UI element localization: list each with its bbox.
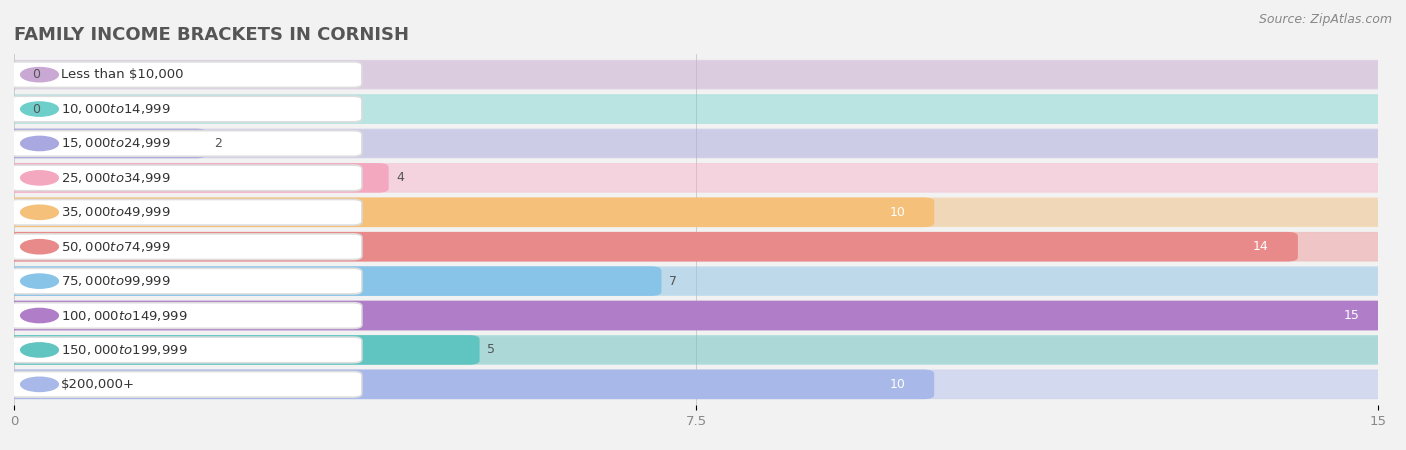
FancyBboxPatch shape — [10, 303, 361, 328]
FancyBboxPatch shape — [14, 96, 1378, 122]
Text: FAMILY INCOME BRACKETS IN CORNISH: FAMILY INCOME BRACKETS IN CORNISH — [14, 26, 409, 44]
Text: $15,000 to $24,999: $15,000 to $24,999 — [62, 136, 172, 150]
Text: Source: ZipAtlas.com: Source: ZipAtlas.com — [1258, 14, 1392, 27]
FancyBboxPatch shape — [10, 234, 361, 260]
FancyBboxPatch shape — [14, 130, 1378, 157]
Text: 0: 0 — [32, 68, 41, 81]
Circle shape — [21, 171, 59, 185]
Text: 4: 4 — [396, 171, 404, 184]
Text: $50,000 to $74,999: $50,000 to $74,999 — [62, 240, 172, 254]
FancyBboxPatch shape — [3, 369, 934, 399]
Text: $200,000+: $200,000+ — [62, 378, 135, 391]
FancyBboxPatch shape — [10, 96, 361, 122]
Circle shape — [21, 102, 59, 116]
Text: $75,000 to $99,999: $75,000 to $99,999 — [62, 274, 172, 288]
FancyBboxPatch shape — [10, 372, 361, 397]
FancyBboxPatch shape — [3, 232, 1298, 261]
FancyBboxPatch shape — [14, 302, 1378, 329]
FancyBboxPatch shape — [3, 94, 1389, 124]
FancyBboxPatch shape — [14, 164, 1378, 191]
FancyBboxPatch shape — [3, 301, 1389, 330]
FancyBboxPatch shape — [3, 60, 1389, 90]
FancyBboxPatch shape — [10, 130, 361, 156]
Text: $150,000 to $199,999: $150,000 to $199,999 — [62, 343, 188, 357]
Text: 10: 10 — [889, 378, 905, 391]
FancyBboxPatch shape — [10, 165, 361, 191]
FancyBboxPatch shape — [14, 371, 1378, 398]
FancyBboxPatch shape — [3, 198, 1389, 227]
Text: $25,000 to $34,999: $25,000 to $34,999 — [62, 171, 172, 185]
Circle shape — [21, 136, 59, 151]
FancyBboxPatch shape — [3, 266, 661, 296]
FancyBboxPatch shape — [14, 233, 1378, 260]
Circle shape — [21, 205, 59, 220]
FancyBboxPatch shape — [3, 129, 1389, 158]
FancyBboxPatch shape — [3, 198, 934, 227]
Circle shape — [21, 239, 59, 254]
Circle shape — [21, 343, 59, 357]
Text: $35,000 to $49,999: $35,000 to $49,999 — [62, 205, 172, 219]
FancyBboxPatch shape — [14, 199, 1378, 226]
FancyBboxPatch shape — [10, 268, 361, 294]
FancyBboxPatch shape — [14, 61, 1378, 88]
FancyBboxPatch shape — [3, 335, 479, 365]
FancyBboxPatch shape — [3, 163, 388, 193]
Text: $10,000 to $14,999: $10,000 to $14,999 — [62, 102, 172, 116]
FancyBboxPatch shape — [14, 337, 1378, 363]
Text: 10: 10 — [889, 206, 905, 219]
FancyBboxPatch shape — [10, 337, 361, 363]
FancyBboxPatch shape — [3, 266, 1389, 296]
Text: 14: 14 — [1253, 240, 1268, 253]
FancyBboxPatch shape — [3, 335, 1389, 365]
FancyBboxPatch shape — [14, 268, 1378, 295]
Circle shape — [21, 274, 59, 288]
Text: 2: 2 — [214, 137, 222, 150]
FancyBboxPatch shape — [3, 129, 207, 158]
Text: $100,000 to $149,999: $100,000 to $149,999 — [62, 309, 188, 323]
FancyBboxPatch shape — [3, 163, 1389, 193]
Text: 0: 0 — [32, 103, 41, 116]
Text: Less than $10,000: Less than $10,000 — [62, 68, 184, 81]
FancyBboxPatch shape — [3, 301, 1389, 330]
Text: 5: 5 — [486, 343, 495, 356]
Circle shape — [21, 308, 59, 323]
Text: 15: 15 — [1344, 309, 1360, 322]
Text: 7: 7 — [669, 274, 676, 288]
FancyBboxPatch shape — [3, 369, 1389, 399]
Circle shape — [21, 377, 59, 392]
FancyBboxPatch shape — [3, 232, 1389, 261]
Circle shape — [21, 68, 59, 82]
FancyBboxPatch shape — [10, 199, 361, 225]
FancyBboxPatch shape — [10, 62, 361, 87]
